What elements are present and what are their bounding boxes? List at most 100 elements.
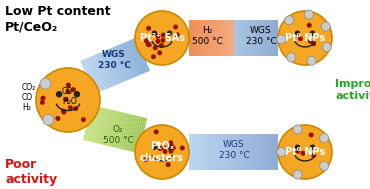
Polygon shape (231, 20, 232, 56)
Circle shape (135, 125, 189, 179)
Circle shape (320, 161, 329, 170)
Polygon shape (275, 20, 276, 56)
Circle shape (40, 100, 45, 105)
Polygon shape (219, 20, 220, 56)
Polygon shape (202, 20, 204, 56)
Polygon shape (195, 134, 198, 170)
Circle shape (146, 26, 151, 31)
Circle shape (135, 11, 189, 65)
Circle shape (66, 83, 71, 88)
Text: O₂
500 °C: O₂ 500 °C (102, 125, 134, 145)
Circle shape (310, 144, 315, 150)
Polygon shape (254, 20, 256, 56)
Polygon shape (97, 53, 113, 87)
Polygon shape (270, 20, 272, 56)
Polygon shape (191, 20, 192, 56)
Polygon shape (225, 20, 226, 56)
Circle shape (293, 170, 302, 179)
Text: Pt⁰ NPs: Pt⁰ NPs (285, 147, 325, 157)
Polygon shape (245, 20, 247, 56)
Circle shape (277, 35, 286, 44)
Polygon shape (198, 20, 199, 56)
Circle shape (175, 32, 180, 37)
Polygon shape (124, 115, 134, 150)
Circle shape (56, 116, 60, 121)
Polygon shape (189, 134, 192, 170)
Circle shape (157, 50, 162, 55)
Polygon shape (204, 134, 207, 170)
Polygon shape (137, 118, 147, 153)
Circle shape (169, 143, 174, 148)
Circle shape (285, 16, 294, 25)
Polygon shape (228, 134, 231, 170)
Polygon shape (189, 20, 191, 56)
Circle shape (295, 30, 300, 36)
Polygon shape (236, 134, 239, 170)
Text: PtOₓ
clusters: PtOₓ clusters (140, 141, 184, 163)
Polygon shape (102, 51, 118, 85)
Circle shape (321, 22, 330, 31)
Polygon shape (273, 20, 275, 56)
Polygon shape (194, 20, 195, 56)
Circle shape (144, 157, 148, 162)
Polygon shape (199, 20, 201, 56)
Polygon shape (260, 134, 263, 170)
Circle shape (295, 144, 300, 150)
Circle shape (308, 39, 313, 44)
Polygon shape (118, 113, 129, 149)
Circle shape (152, 144, 157, 150)
Polygon shape (263, 20, 265, 56)
Circle shape (295, 149, 300, 154)
Polygon shape (236, 20, 238, 56)
Circle shape (61, 110, 66, 115)
Polygon shape (123, 42, 139, 76)
Polygon shape (241, 20, 242, 56)
Polygon shape (257, 20, 259, 56)
Circle shape (153, 45, 158, 50)
Polygon shape (85, 105, 95, 141)
Polygon shape (242, 20, 244, 56)
Polygon shape (101, 52, 117, 86)
Polygon shape (251, 20, 253, 56)
Circle shape (171, 145, 176, 150)
Circle shape (43, 114, 54, 125)
Polygon shape (83, 105, 93, 140)
Polygon shape (231, 134, 233, 170)
Polygon shape (118, 45, 133, 79)
Circle shape (162, 149, 168, 154)
Polygon shape (269, 20, 270, 56)
Polygon shape (108, 49, 124, 83)
Polygon shape (250, 20, 251, 56)
Polygon shape (245, 134, 248, 170)
Polygon shape (225, 134, 228, 170)
Polygon shape (99, 52, 115, 86)
Circle shape (68, 105, 73, 110)
Circle shape (161, 38, 165, 43)
Polygon shape (226, 20, 228, 56)
Circle shape (322, 43, 332, 52)
Polygon shape (219, 134, 222, 170)
Polygon shape (127, 41, 142, 75)
Polygon shape (196, 20, 198, 56)
Polygon shape (132, 38, 148, 72)
Polygon shape (233, 134, 236, 170)
Polygon shape (84, 59, 100, 93)
Polygon shape (104, 110, 114, 145)
Polygon shape (114, 46, 130, 80)
Polygon shape (106, 49, 122, 83)
Polygon shape (201, 20, 202, 56)
Text: CO₂: CO₂ (22, 84, 36, 92)
Polygon shape (125, 42, 141, 75)
Polygon shape (195, 20, 196, 56)
Circle shape (320, 134, 329, 143)
Polygon shape (92, 107, 102, 143)
Polygon shape (80, 60, 96, 94)
Circle shape (155, 34, 160, 39)
Polygon shape (120, 114, 131, 149)
Circle shape (155, 39, 161, 44)
Text: WGS
230 °C: WGS 230 °C (246, 26, 276, 46)
Polygon shape (238, 20, 239, 56)
Polygon shape (131, 116, 142, 152)
Circle shape (152, 30, 157, 36)
Circle shape (173, 24, 178, 29)
